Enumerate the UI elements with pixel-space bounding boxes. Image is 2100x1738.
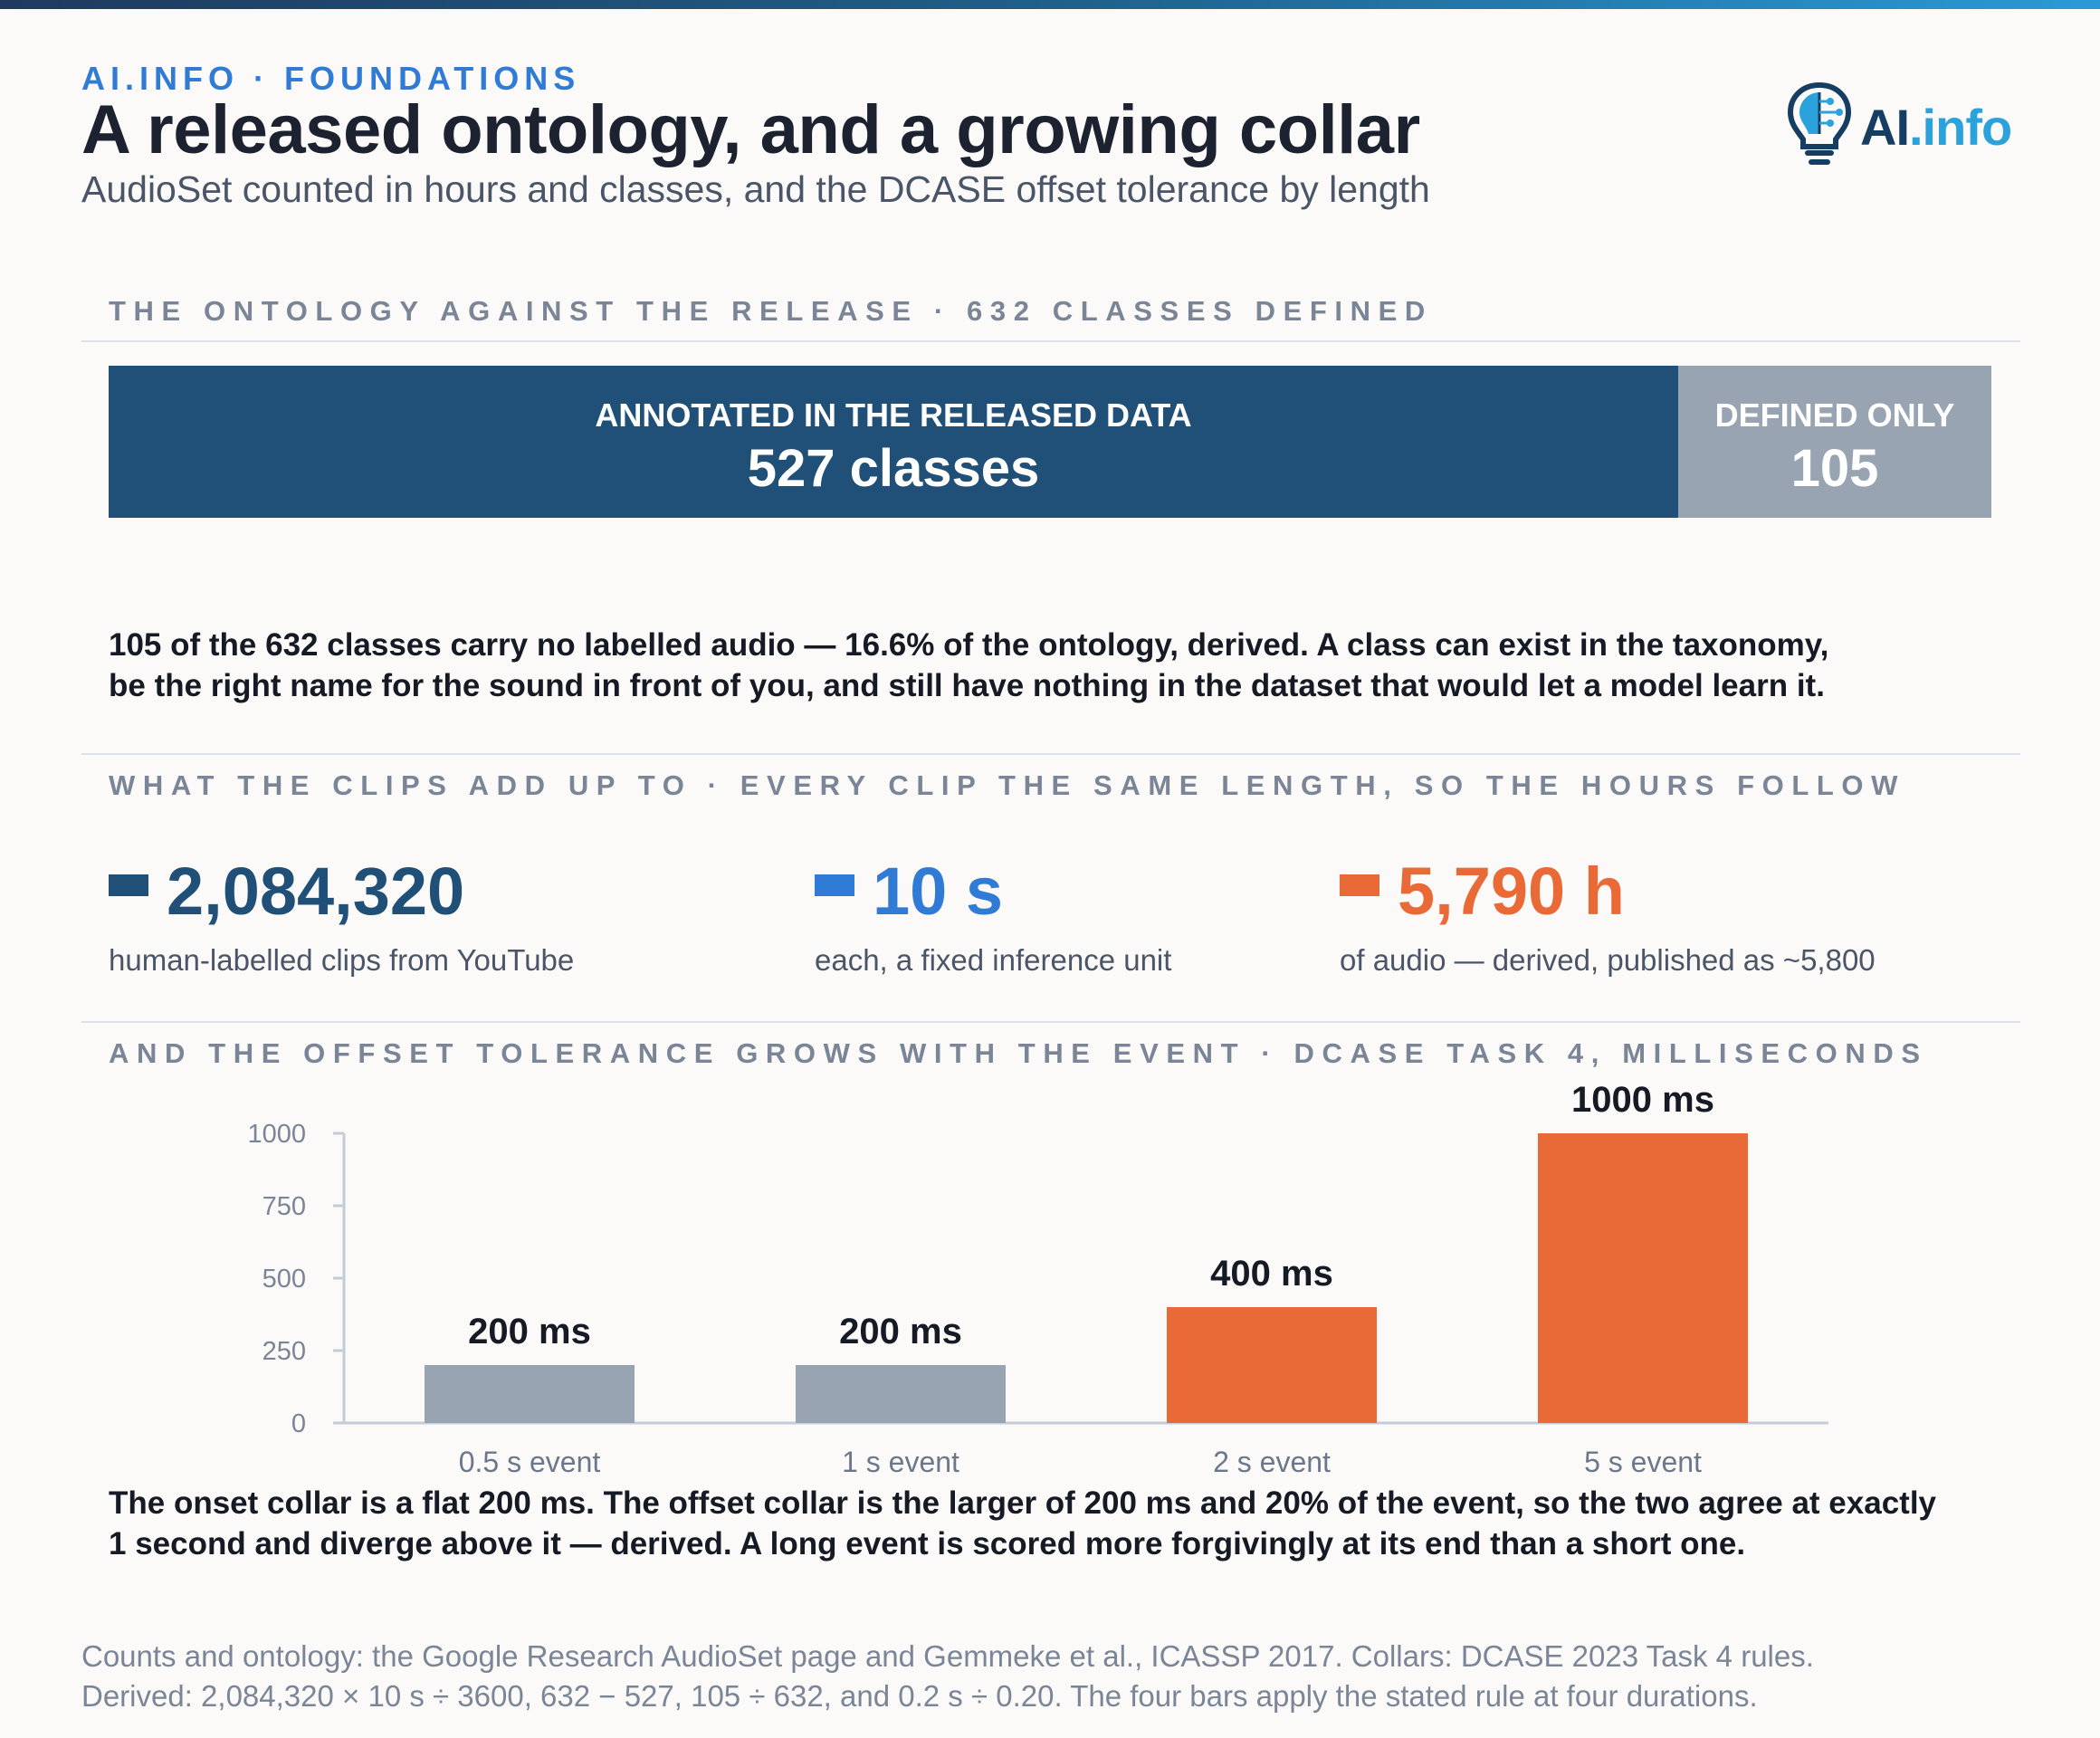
lightbulb-brain-icon — [1787, 81, 1852, 165]
footer-line: Derived: 2,084,320 × 10 s ÷ 3600, 632 − … — [81, 1679, 1758, 1713]
defined-only-bar: DEFINED ONLY 105 — [1678, 366, 1991, 518]
bar — [796, 1365, 1006, 1423]
x-category-label: 5 s event — [1584, 1446, 1702, 1478]
footer-line: Counts and ontology: the Google Research… — [81, 1639, 1814, 1673]
bar-data-label: 200 ms — [468, 1312, 591, 1351]
logo-wordmark: AI.info — [1860, 99, 2012, 156]
y-tick-label: 0 — [291, 1409, 306, 1438]
stat-swatch — [815, 874, 854, 896]
paragraph-line: be the right name for the sound in front… — [109, 668, 1825, 703]
stat-swatch — [1340, 874, 1379, 896]
x-category-label: 1 s event — [842, 1446, 959, 1478]
stat-value: 5,790 h — [1398, 854, 1625, 929]
y-tick-label: 750 — [262, 1192, 306, 1221]
defined-value: 105 — [1790, 439, 1879, 498]
source-footer: Counts and ontology: the Google Research… — [81, 1637, 2028, 1716]
page-title: A released ontology, and a growing colla… — [81, 91, 1420, 168]
stat-description: human-labelled clips from YouTube — [109, 943, 575, 977]
section-label-ontology: THE ONTOLOGY AGAINST THE RELEASE · 632 C… — [109, 295, 1433, 327]
top-accent-bar — [0, 0, 2100, 9]
ai-info-logo: AI.info — [1783, 80, 2028, 170]
divider — [81, 1021, 2020, 1023]
stat-description: of audio — derived, published as ~5,800 — [1340, 943, 1876, 977]
bar — [1167, 1307, 1377, 1423]
stat-value: 10 s — [873, 854, 1004, 929]
divider — [81, 340, 2020, 342]
y-tick-label: 500 — [262, 1265, 306, 1294]
released-classes-bar: ANNOTATED IN THE RELEASED DATA 527 class… — [109, 366, 1678, 518]
paragraph-line: The onset collar is a flat 200 ms. The o… — [109, 1485, 1937, 1521]
y-tick-label: 250 — [262, 1337, 306, 1366]
stat-description: each, a fixed inference unit — [815, 943, 1172, 977]
bar-data-label: 1000 ms — [1571, 1080, 1714, 1120]
section-label-collar: AND THE OFFSET TOLERANCE GROWS WITH THE … — [109, 1037, 1928, 1069]
stat-swatch — [109, 874, 148, 896]
paragraph-line: 105 of the 632 classes carry no labelled… — [109, 627, 1829, 663]
section-label-clips: WHAT THE CLIPS ADD UP TO · EVERY CLIP TH… — [109, 769, 1905, 801]
x-category-label: 0.5 s event — [459, 1446, 601, 1478]
bar — [1538, 1133, 1748, 1423]
defined-caption: DEFINED ONLY — [1714, 396, 1955, 434]
stat-value: 2,084,320 — [167, 854, 465, 929]
y-tick-label: 1000 — [247, 1120, 306, 1149]
paragraph-line: 1 second and diverge above it — derived.… — [109, 1526, 1746, 1561]
collar-paragraph: The onset collar is a flat 200 ms. The o… — [109, 1483, 2009, 1564]
divider — [81, 753, 2020, 755]
released-caption: ANNOTATED IN THE RELEASED DATA — [595, 396, 1192, 434]
ontology-paragraph: 105 of the 632 classes carry no labelled… — [109, 625, 2009, 706]
x-category-label: 2 s event — [1213, 1446, 1331, 1478]
bar-data-label: 200 ms — [839, 1312, 962, 1351]
kicker: AI.INFO · FOUNDATIONS — [81, 60, 581, 97]
page-subtitle: AudioSet counted in hours and classes, a… — [81, 168, 1430, 210]
bar-data-label: 400 ms — [1210, 1254, 1333, 1294]
released-value: 527 classes — [747, 439, 1040, 498]
bar — [425, 1365, 635, 1423]
